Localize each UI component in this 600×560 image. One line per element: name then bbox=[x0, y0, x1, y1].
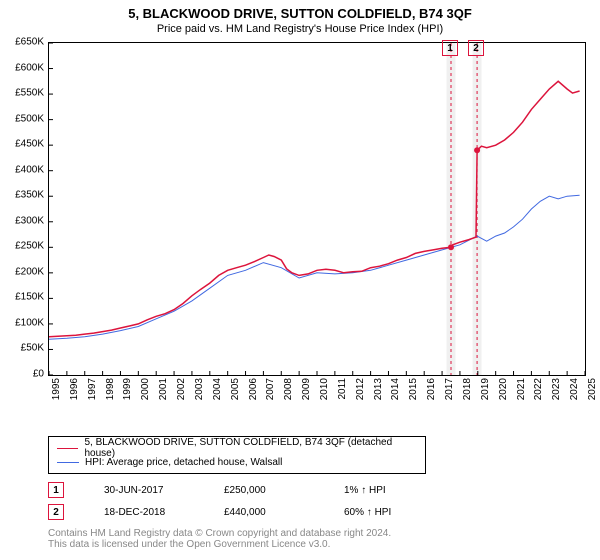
x-tick-label: 2024 bbox=[569, 378, 580, 400]
x-tick-label: 1999 bbox=[122, 378, 133, 400]
x-tick-label: 2008 bbox=[283, 378, 294, 400]
y-tick-label: £600K bbox=[0, 62, 44, 73]
x-tick-label: 2002 bbox=[176, 378, 187, 400]
transaction-delta: 1% ↑ HPI bbox=[344, 485, 424, 496]
y-tick-label: £650K bbox=[0, 37, 44, 48]
x-tick-label: 2000 bbox=[140, 378, 151, 400]
chart-title: 5, BLACKWOOD DRIVE, SUTTON COLDFIELD, B7… bbox=[0, 0, 600, 21]
x-tick-label: 1995 bbox=[51, 378, 62, 400]
transaction-marker: 2 bbox=[48, 504, 64, 520]
plot-area bbox=[48, 42, 586, 376]
y-tick-label: £350K bbox=[0, 190, 44, 201]
legend-item: 5, BLACKWOOD DRIVE, SUTTON COLDFIELD, B7… bbox=[57, 441, 417, 455]
transaction-flag: 1 bbox=[442, 40, 458, 56]
legend-swatch bbox=[57, 448, 78, 449]
y-tick-label: £300K bbox=[0, 215, 44, 226]
transaction-delta: 60% ↑ HPI bbox=[344, 507, 424, 518]
legend-swatch bbox=[57, 462, 79, 463]
plot-svg bbox=[49, 43, 585, 375]
y-tick-label: £50K bbox=[0, 343, 44, 354]
chart-container: 5, BLACKWOOD DRIVE, SUTTON COLDFIELD, B7… bbox=[0, 0, 600, 560]
x-tick-label: 1997 bbox=[87, 378, 98, 400]
x-tick-label: 1996 bbox=[69, 378, 80, 400]
y-tick-label: £0 bbox=[0, 369, 44, 380]
x-tick-label: 2022 bbox=[533, 378, 544, 400]
y-tick-label: £250K bbox=[0, 241, 44, 252]
x-tick-label: 2021 bbox=[516, 378, 527, 400]
transaction-price: £440,000 bbox=[224, 507, 304, 518]
x-tick-label: 2007 bbox=[265, 378, 276, 400]
chart-subtitle: Price paid vs. HM Land Registry's House … bbox=[0, 21, 600, 39]
y-tick-label: £150K bbox=[0, 292, 44, 303]
x-tick-label: 2016 bbox=[426, 378, 437, 400]
y-tick-label: £550K bbox=[0, 88, 44, 99]
x-tick-label: 2005 bbox=[230, 378, 241, 400]
x-tick-label: 2017 bbox=[444, 378, 455, 400]
x-tick-label: 2013 bbox=[373, 378, 384, 400]
x-tick-label: 2006 bbox=[248, 378, 259, 400]
transaction-flag: 2 bbox=[468, 40, 484, 56]
transaction-marker: 1 bbox=[48, 482, 64, 498]
legend: 5, BLACKWOOD DRIVE, SUTTON COLDFIELD, B7… bbox=[48, 436, 426, 474]
x-tick-label: 2019 bbox=[480, 378, 491, 400]
transaction-date: 18-DEC-2018 bbox=[104, 507, 184, 518]
legend-label: HPI: Average price, detached house, Wals… bbox=[85, 457, 282, 468]
y-tick-label: £500K bbox=[0, 113, 44, 124]
x-tick-label: 2020 bbox=[498, 378, 509, 400]
transaction-row: 1 30-JUN-2017 £250,000 1% ↑ HPI bbox=[48, 482, 424, 498]
x-tick-label: 2004 bbox=[212, 378, 223, 400]
y-tick-label: £400K bbox=[0, 164, 44, 175]
transaction-price: £250,000 bbox=[224, 485, 304, 496]
x-tick-label: 2023 bbox=[551, 378, 562, 400]
x-tick-label: 2009 bbox=[301, 378, 312, 400]
x-tick-label: 1998 bbox=[105, 378, 116, 400]
x-tick-label: 2003 bbox=[194, 378, 205, 400]
x-tick-label: 2015 bbox=[408, 378, 419, 400]
transaction-row: 2 18-DEC-2018 £440,000 60% ↑ HPI bbox=[48, 504, 424, 520]
x-tick-label: 2011 bbox=[337, 378, 348, 400]
y-tick-label: £450K bbox=[0, 139, 44, 150]
y-tick-label: £100K bbox=[0, 317, 44, 328]
transaction-date: 30-JUN-2017 bbox=[104, 485, 184, 496]
footnote-line-1: Contains HM Land Registry data © Crown c… bbox=[48, 528, 391, 539]
x-tick-label: 2001 bbox=[158, 378, 169, 400]
x-tick-label: 2025 bbox=[587, 378, 598, 400]
x-tick-label: 2012 bbox=[355, 378, 366, 400]
x-tick-label: 2014 bbox=[390, 378, 401, 400]
footnote-line-2: This data is licensed under the Open Gov… bbox=[48, 539, 391, 550]
x-tick-label: 2010 bbox=[319, 378, 330, 400]
x-tick-label: 2018 bbox=[462, 378, 473, 400]
footnote: Contains HM Land Registry data © Crown c… bbox=[48, 528, 391, 550]
y-tick-label: £200K bbox=[0, 266, 44, 277]
